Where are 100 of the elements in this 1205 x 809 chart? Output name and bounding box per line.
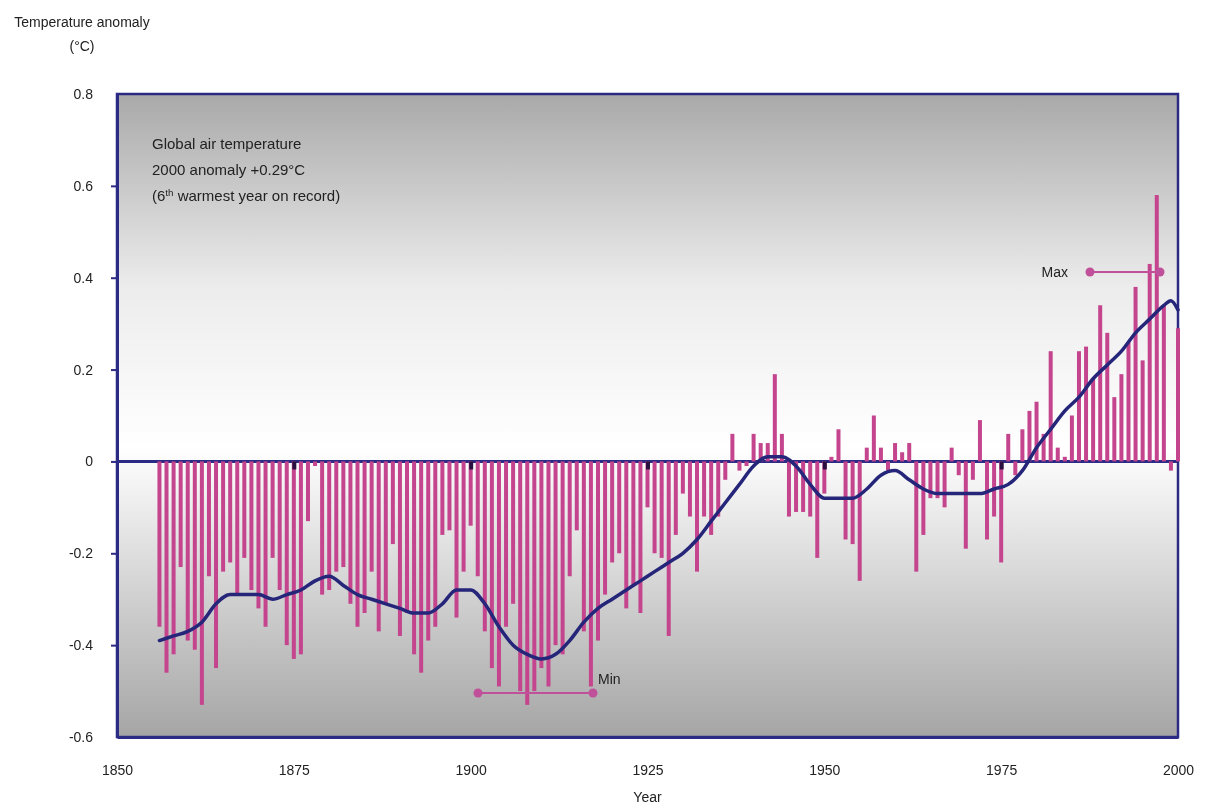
bar	[1076, 351, 1081, 462]
bar	[1126, 342, 1131, 462]
bar	[525, 461, 530, 705]
bar	[553, 461, 558, 646]
bar	[192, 461, 197, 650]
bar	[624, 461, 629, 609]
y-tick-label: 0.6	[73, 177, 94, 194]
text: 2000 anomaly +0.29°C	[152, 161, 306, 178]
bar	[1048, 351, 1053, 462]
bar	[313, 461, 318, 467]
bar	[610, 461, 615, 563]
bar	[178, 461, 183, 568]
bar	[652, 461, 657, 554]
bar	[893, 443, 898, 462]
x-tick-label: 1975	[986, 761, 1018, 778]
bar	[900, 452, 905, 462]
bar	[617, 461, 622, 554]
bar	[277, 461, 282, 591]
annotation: Max	[1041, 264, 1068, 280]
text: Global air temperature	[152, 135, 302, 152]
y-tick-label: 0	[85, 453, 94, 470]
bar	[482, 461, 487, 632]
bar	[673, 461, 678, 535]
bar	[808, 461, 813, 517]
bar	[412, 461, 417, 655]
bar	[221, 461, 226, 572]
y-tick-label: 0.8	[73, 85, 94, 102]
bar	[270, 461, 275, 558]
bar	[560, 461, 565, 655]
bar	[680, 461, 685, 494]
bar	[305, 461, 310, 522]
bar	[320, 461, 325, 595]
bar	[723, 461, 728, 480]
bar	[546, 461, 551, 687]
bar	[1168, 461, 1173, 471]
bar	[928, 461, 933, 499]
bar	[298, 461, 303, 655]
bar	[426, 461, 431, 641]
bar	[921, 461, 926, 535]
bar	[1176, 328, 1180, 462]
bar	[1013, 461, 1018, 476]
bar	[992, 461, 997, 517]
x-tick-label: 1925	[632, 761, 664, 778]
bar	[1112, 397, 1117, 462]
bar	[1055, 447, 1060, 462]
bar	[595, 461, 600, 641]
bar	[815, 461, 820, 558]
bar	[235, 461, 240, 595]
y-tick-label: 0.2	[73, 361, 94, 378]
bar	[440, 461, 445, 535]
bar	[362, 461, 367, 613]
bar	[659, 461, 664, 558]
bar	[454, 461, 459, 618]
bar	[977, 420, 982, 462]
annotation: Min	[598, 671, 621, 687]
bar	[206, 461, 211, 577]
bar	[963, 461, 968, 549]
bar	[914, 461, 919, 572]
bar	[1133, 286, 1138, 462]
bar	[985, 461, 990, 540]
bar	[843, 461, 848, 540]
bar	[341, 461, 346, 568]
bar	[397, 461, 402, 636]
x-tick-label: 1850	[101, 761, 134, 778]
bar	[836, 429, 841, 462]
bar	[857, 461, 862, 581]
x-tick-label: 1875	[278, 761, 311, 778]
bar	[369, 461, 374, 572]
bar	[878, 447, 883, 462]
bar	[695, 461, 700, 572]
annotation: (6$^{th}$ warmest year on record)	[152, 186, 341, 204]
bar	[631, 461, 636, 586]
y-axis-title: Temperature anomaly (°C)	[14, 14, 150, 54]
bar	[709, 461, 714, 535]
bar	[461, 461, 466, 572]
y-tick-label: -0.4	[68, 637, 94, 654]
bar	[1091, 378, 1096, 462]
bar	[504, 461, 509, 627]
bar	[1084, 346, 1089, 462]
bar	[157, 461, 162, 627]
bar	[539, 461, 544, 669]
bar	[475, 461, 480, 577]
bar	[433, 461, 438, 627]
bar	[956, 461, 961, 476]
bar	[864, 447, 869, 462]
bar	[871, 415, 876, 462]
bar	[383, 461, 388, 604]
bar	[907, 443, 912, 462]
bar	[171, 461, 176, 655]
bar	[567, 461, 572, 577]
bar	[355, 461, 360, 627]
bar	[511, 461, 516, 604]
bar	[334, 461, 339, 572]
bar	[603, 461, 608, 595]
bar	[1098, 305, 1103, 462]
y-tick-label: 0.4	[73, 269, 94, 286]
bar	[666, 461, 671, 636]
bar	[164, 461, 169, 673]
bar	[376, 461, 381, 632]
bar	[1147, 263, 1152, 462]
